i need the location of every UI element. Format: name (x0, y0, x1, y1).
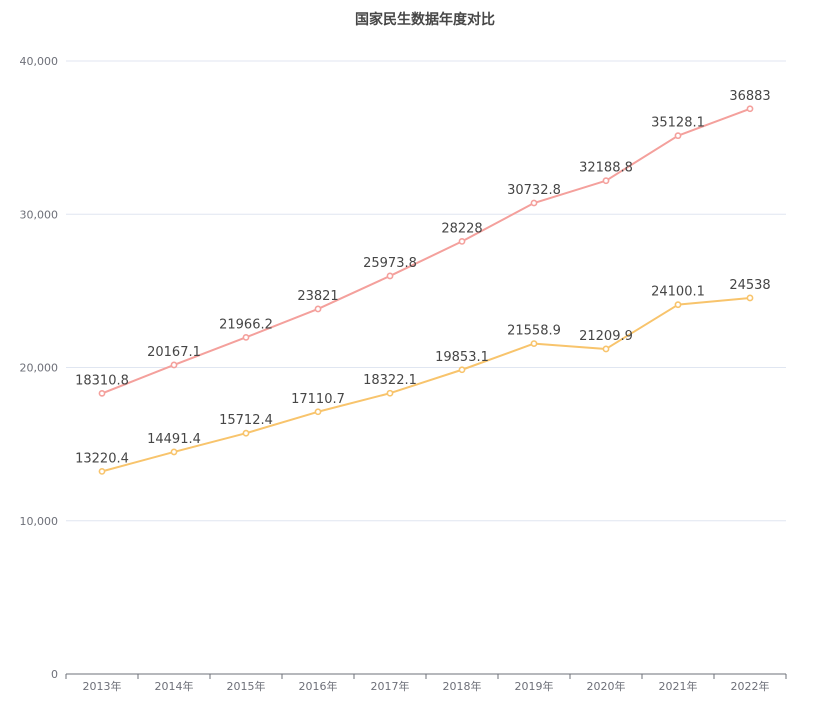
data-point[interactable] (242, 429, 250, 437)
x-tick-label: 2022年 (731, 679, 770, 693)
axes: 0 10,000 20,000 30,000 40,000 2013年 2014年 2015年… (20, 55, 787, 693)
data-point[interactable] (602, 345, 610, 353)
x-tick-label: 2017年 (371, 679, 410, 693)
x-tick-label: 2021年 (659, 679, 698, 693)
data-point[interactable] (386, 272, 394, 280)
data-label: 30732.8 (507, 183, 561, 198)
data-label: 18322.1 (363, 373, 417, 388)
data-point[interactable] (242, 333, 250, 341)
data-label: 15712.4 (219, 413, 273, 428)
y-tick-label: 30,000 (20, 208, 59, 221)
data-label: 36883 (729, 89, 770, 104)
data-label: 17110.7 (291, 392, 345, 407)
data-label: 21966.2 (219, 317, 273, 332)
data-label: 24100.1 (651, 285, 705, 300)
data-label: 23821 (297, 289, 338, 304)
data-point[interactable] (602, 177, 610, 185)
x-tick-label: 2020年 (587, 679, 626, 693)
gridlines (66, 60, 786, 522)
data-point[interactable] (674, 132, 682, 140)
data-label: 21558.9 (507, 324, 561, 339)
x-tick-label: 2018年 (443, 679, 482, 693)
data-label: 19853.1 (435, 350, 489, 365)
data-label: 14491.4 (147, 432, 201, 447)
y-tick-label: 40,000 (20, 55, 59, 68)
data-label: 21209.9 (579, 329, 633, 344)
data-point[interactable] (746, 105, 754, 113)
data-label: 25973.8 (363, 256, 417, 271)
x-tick-label: 2019年 (515, 679, 554, 693)
series-line-1 (101, 107, 751, 395)
data-point[interactable] (458, 238, 466, 245)
y-tick-label: 20,000 (20, 362, 59, 375)
data-point[interactable] (386, 389, 394, 397)
y-tick-label: 0 (51, 668, 58, 681)
x-tick-label: 2014年 (155, 679, 194, 693)
x-tick-label: 2015年 (227, 679, 266, 693)
data-label: 13220.4 (75, 451, 129, 466)
data-label: 24538 (729, 278, 770, 293)
data-label: 28228 (441, 221, 482, 236)
data-point[interactable] (674, 301, 682, 309)
y-tick-label: 10,000 (20, 515, 59, 528)
data-label: 20167.1 (147, 345, 201, 360)
series-line-2 (101, 296, 751, 473)
data-point[interactable] (530, 199, 538, 207)
data-label: 35128.1 (651, 116, 705, 131)
data-point[interactable] (170, 448, 178, 456)
data-label: 18310.8 (75, 373, 129, 388)
data-point[interactable] (98, 467, 106, 475)
x-tick-label: 2016年 (299, 679, 338, 693)
data-label: 32188.8 (579, 161, 633, 176)
series-layer (98, 105, 754, 475)
data-point[interactable] (98, 389, 106, 397)
data-point[interactable] (170, 361, 178, 369)
chart-title: 国家民生数据年度对比 (355, 11, 495, 28)
x-tick-label: 2013年 (83, 679, 122, 693)
data-point[interactable] (746, 294, 754, 302)
data-point[interactable] (530, 340, 538, 348)
data-labels: 18310.8 20167.1 21966.2 23821 25973.8 28228 30… (75, 89, 771, 467)
data-point[interactable] (314, 408, 322, 416)
data-point[interactable] (458, 366, 466, 374)
data-point[interactable] (314, 305, 322, 313)
